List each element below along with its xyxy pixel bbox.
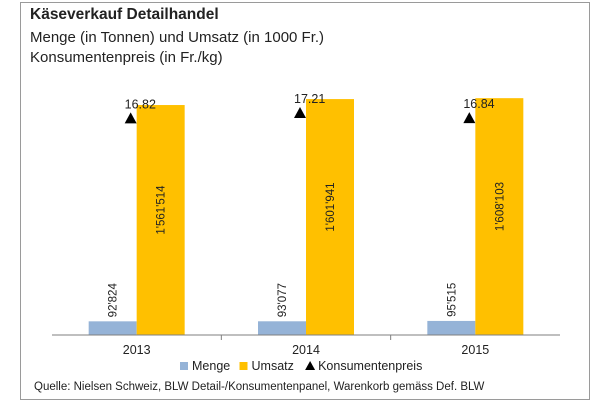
data-label-umsatz-2013: 1'561'514 xyxy=(156,185,168,235)
data-label-konsumentenpreis-2014: 17.21 xyxy=(294,92,325,106)
data-label-menge-2013: 92'824 xyxy=(108,283,120,318)
bar-umsatz-2015 xyxy=(475,98,524,335)
bar-menge-2013 xyxy=(88,321,137,335)
bar-umsatz-2013 xyxy=(136,105,185,335)
marker-konsumentenpreis-2013 xyxy=(124,112,137,124)
data-label-menge-2015: 95'515 xyxy=(446,283,458,317)
chart-title: Käseverkauf Detailhandel xyxy=(30,6,219,23)
data-label-konsumentenpreis-2013: 16.82 xyxy=(125,97,156,111)
chart-subtitle-price: Konsumentenpreis (in Fr./kg) xyxy=(30,49,223,66)
x-tick-label-2015: 2015 xyxy=(461,343,489,357)
data-label-umsatz-2015: 1'608'103 xyxy=(494,182,506,231)
bar-menge-2014 xyxy=(258,321,306,335)
marker-konsumentenpreis-2015 xyxy=(463,112,476,124)
legend-label-konsumentenpreis: Konsumentenpreis xyxy=(318,359,422,373)
legend-label-menge: Menge xyxy=(192,359,230,373)
chart-subtitle-units: Menge (in Tonnen) und Umsatz (in 1000 Fr… xyxy=(30,29,325,46)
legend-marker-menge xyxy=(180,362,188,370)
marker-konsumentenpreis-2014 xyxy=(294,107,306,119)
bar-umsatz-2014 xyxy=(306,99,354,335)
legend-marker-umsatz xyxy=(239,362,248,370)
bar-menge-2015 xyxy=(427,320,476,335)
x-tick-label-2014: 2014 xyxy=(292,343,320,357)
x-tick-label-2013: 2013 xyxy=(123,343,151,357)
data-label-menge-2014: 93'077 xyxy=(277,283,289,317)
data-label-konsumentenpreis-2015: 16.84 xyxy=(463,97,494,111)
legend-label-umsatz: Umsatz xyxy=(252,359,294,373)
legend-marker-konsumentenpreis xyxy=(305,361,316,370)
data-label-umsatz-2014: 1'601'941 xyxy=(325,182,337,231)
source-note: Quelle: Nielsen Schweiz, BLW Detail-/Kon… xyxy=(34,381,485,393)
